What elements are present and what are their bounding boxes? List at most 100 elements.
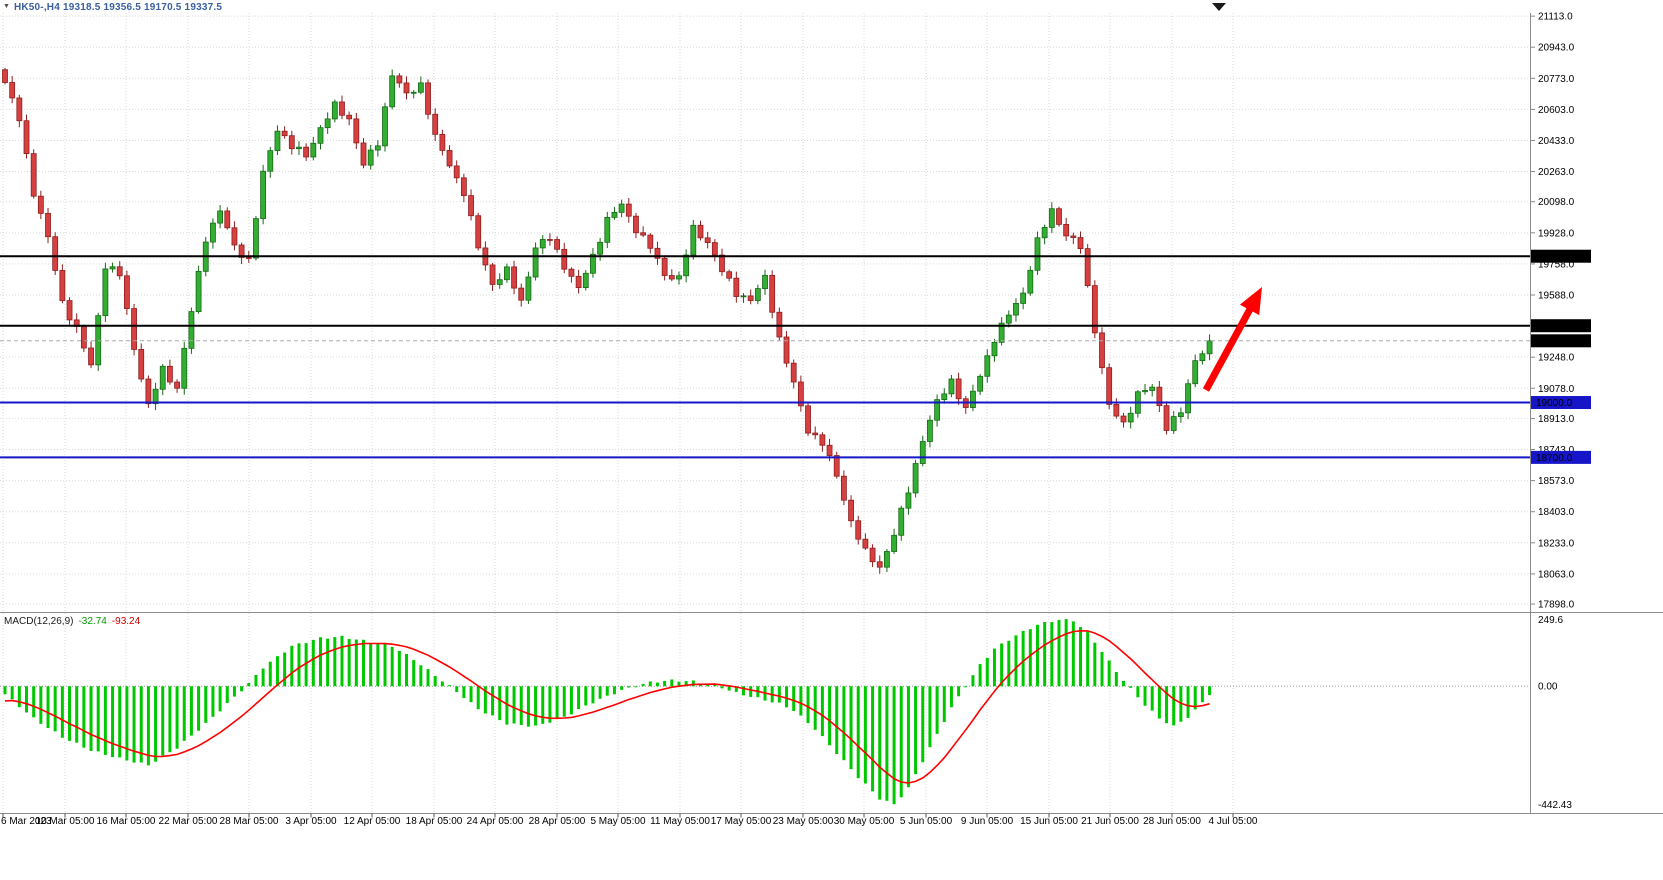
macd-histogram-bar (175, 686, 179, 749)
candle-body (726, 271, 733, 279)
time-axis-label: 23 May 05:00 (773, 816, 834, 827)
candlestick (934, 394, 940, 427)
macd-histogram-bar (971, 675, 975, 687)
candlestick (281, 126, 288, 139)
candle-body (518, 287, 525, 301)
candlestick (833, 451, 840, 479)
price-level-badge-label: 19800.0 (1536, 252, 1573, 263)
candle-body (1070, 235, 1077, 238)
candle-body (138, 349, 145, 380)
candlestick (331, 99, 338, 123)
candlestick (747, 289, 754, 305)
candle-body (145, 378, 152, 405)
candlestick (525, 271, 532, 305)
ohlc-toggle-icon[interactable]: ▼ (3, 2, 10, 10)
macd-histogram-bar (878, 686, 882, 800)
macd-histogram-bar (318, 637, 322, 687)
macd-histogram-bar (648, 681, 652, 687)
macd-histogram-bar (691, 680, 695, 687)
macd-histogram-bar (146, 686, 150, 766)
candle-body (59, 270, 66, 301)
time-axis-label: 3 Apr 05:00 (285, 816, 337, 827)
macd-histogram-bar (655, 682, 659, 687)
macd-histogram-bar (1165, 686, 1169, 724)
macd-histogram-bar (218, 686, 222, 712)
macd-histogram-bar (863, 686, 867, 784)
candle-body (998, 322, 1005, 343)
candlestick (1206, 334, 1213, 361)
price-axis[interactable]: 21113.0 20943.0 20773.0 20603.0 20433.0 20263… (1531, 12, 1591, 812)
macd-histogram-bar (1114, 671, 1118, 687)
macd-histogram-bar (197, 686, 201, 731)
macd-histogram-bar (476, 686, 480, 710)
macd-histogram-bar (240, 686, 244, 692)
candle-body (238, 244, 245, 258)
candlestick (267, 146, 274, 178)
candlestick (840, 470, 847, 506)
candle-body (733, 277, 740, 297)
candle-body (876, 561, 883, 568)
candle-body (532, 247, 539, 278)
ohlc-header: ▼ HK50-,H4 19318.5 19356.5 19170.5 19337… (3, 1, 222, 13)
candlestick (288, 130, 295, 155)
macd-histogram-bar (992, 648, 996, 687)
candle-body (9, 82, 16, 99)
candlestick (532, 242, 539, 281)
candle-body (410, 91, 417, 94)
macd-histogram-bar (254, 675, 258, 687)
macd-histogram-bar (340, 635, 344, 687)
candle-body (1034, 237, 1041, 271)
macd-histogram-bar (813, 686, 817, 730)
candle-body (1027, 269, 1034, 294)
candlestick (597, 237, 604, 261)
macd-histogram-bar (10, 686, 14, 700)
macd-panel (3, 619, 1212, 805)
candlestick (382, 102, 388, 152)
candlestick (95, 312, 102, 371)
candlestick (30, 149, 37, 199)
macd-histogram-bar (118, 686, 122, 758)
candlestick (590, 248, 596, 278)
candle-body (891, 534, 897, 552)
candle-body (30, 153, 37, 197)
candlestick (396, 73, 403, 88)
price-axis-label: 17898.0 (1538, 600, 1575, 611)
macd-histogram-bar (1143, 686, 1147, 706)
macd-histogram-bar (53, 686, 57, 732)
candle-body (984, 355, 991, 377)
macd-histogram-bar (957, 686, 961, 697)
macd-histogram-bar (448, 685, 452, 687)
candle-body (676, 275, 682, 280)
candlestick (539, 235, 546, 255)
time-axis-label: 15 Jun 05:00 (1020, 816, 1078, 827)
macd-histogram-bar (1172, 686, 1176, 726)
candlestick (948, 374, 955, 398)
macd-histogram-bar (663, 680, 667, 687)
candlestick (131, 303, 137, 356)
macd-histogram-bar (397, 650, 401, 687)
macd-histogram-bar (799, 686, 803, 716)
macd-histogram-bar (89, 686, 93, 752)
candle-body (869, 547, 876, 563)
candle-body (1206, 340, 1213, 355)
macd-histogram-bar (189, 686, 193, 736)
macd-histogram-bar (275, 656, 279, 687)
candle-body (296, 146, 302, 150)
candlestick (253, 216, 259, 261)
time-axis-label: 28 Jun 05:00 (1143, 816, 1201, 827)
candle-body (661, 257, 668, 276)
price-axis-label: 18063.0 (1538, 569, 1575, 580)
candle-body (95, 315, 102, 366)
macd-histogram-bar (261, 668, 265, 687)
trend-arrow[interactable] (1202, 287, 1262, 392)
macd-histogram-bar (598, 686, 602, 699)
candle-body (88, 347, 94, 366)
macd-histogram-bar (304, 643, 308, 687)
candle-body (690, 224, 697, 256)
candle-body (453, 165, 460, 179)
price-axis-label: 18743.0 (1538, 445, 1575, 456)
chart-shift-marker[interactable] (1212, 3, 1226, 11)
candle-body (231, 227, 238, 246)
